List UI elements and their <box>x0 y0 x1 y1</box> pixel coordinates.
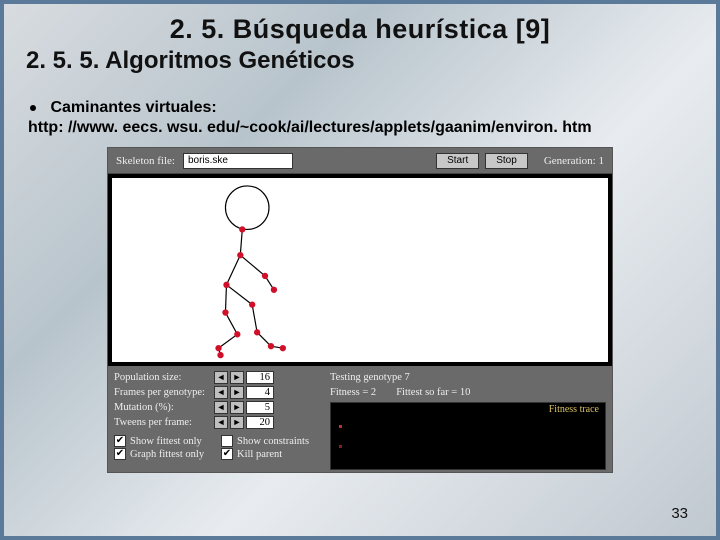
param-value: 20 <box>246 416 274 429</box>
checkbox[interactable]: ✔ <box>221 448 233 460</box>
bullet-text: Caminantes virtuales: <box>50 99 216 116</box>
param-row: Population size:◄►16 <box>114 370 324 385</box>
status-row-1: Testing genotype 7 <box>330 370 606 385</box>
decrement-button[interactable]: ◄ <box>214 371 228 384</box>
skeleton-file-input[interactable] <box>183 153 293 169</box>
generation-label: Generation: 1 <box>544 155 604 167</box>
slide-title: 2. 5. Búsqueda heurística [9] <box>22 14 698 45</box>
parameters-column: Population size:◄►16Frames per genotype:… <box>114 370 324 470</box>
param-row: Frames per genotype:◄►4 <box>114 385 324 400</box>
checkbox-label: Show fittest only <box>130 436 202 447</box>
applet-toolbar: Skeleton file: Start Stop Generation: 1 <box>108 148 612 174</box>
checkbox-row: ✔ Show fittest only <box>114 435 217 447</box>
fitness-trace-box: Fitness trace <box>330 402 606 470</box>
checkbox-row: Show constraints <box>221 435 324 447</box>
simulation-canvas <box>112 178 608 362</box>
status-row-2: Fitness = 2 Fittest so far = 10 <box>330 385 606 400</box>
checkbox-label: Kill parent <box>237 449 282 460</box>
param-value: 16 <box>246 371 274 384</box>
fitness-label: Fitness = 2 <box>330 387 376 398</box>
param-label: Mutation (%): <box>114 402 212 413</box>
fitness-trace-title: Fitness trace <box>549 404 599 415</box>
applet-window: Skeleton file: Start Stop Generation: 1 … <box>107 147 613 473</box>
status-column: Testing genotype 7 Fitness = 2 Fittest s… <box>330 370 606 470</box>
bullet-icon <box>30 105 36 111</box>
skeleton-file-label: Skeleton file: <box>116 155 175 167</box>
increment-button[interactable]: ► <box>230 416 244 429</box>
checkbox-row: ✔ Kill parent <box>221 448 324 460</box>
start-button[interactable]: Start <box>436 153 479 169</box>
control-panel: Population size:◄►16Frames per genotype:… <box>108 366 612 472</box>
fittest-label: Fittest so far = 10 <box>396 387 470 398</box>
increment-button[interactable]: ► <box>230 371 244 384</box>
trace-point <box>339 445 342 448</box>
stick-figure <box>112 178 608 362</box>
param-label: Frames per genotype: <box>114 387 212 398</box>
slide-subtitle: 2. 5. 5. Algoritmos Genéticos <box>26 47 698 75</box>
param-value: 4 <box>246 386 274 399</box>
param-value: 5 <box>246 401 274 414</box>
testing-label: Testing genotype 7 <box>330 372 410 383</box>
checkbox[interactable]: ✔ <box>114 435 126 447</box>
param-label: Population size: <box>114 372 212 383</box>
decrement-button[interactable]: ◄ <box>214 416 228 429</box>
url-text: http: //www. eecs. wsu. edu/~cook/ai/lec… <box>28 119 698 137</box>
checkbox[interactable] <box>221 435 233 447</box>
param-label: Tweens per frame: <box>114 417 212 428</box>
decrement-button[interactable]: ◄ <box>214 401 228 414</box>
bullet-row: Caminantes virtuales: <box>30 99 698 117</box>
increment-button[interactable]: ► <box>230 386 244 399</box>
increment-button[interactable]: ► <box>230 401 244 414</box>
slide: 2. 5. Búsqueda heurística [9] 2. 5. 5. A… <box>0 0 720 540</box>
checkbox-grid: ✔ Show fittest only Show constraints ✔ Graph… <box>114 435 324 460</box>
stop-button[interactable]: Stop <box>485 153 528 169</box>
checkbox-label: Graph fittest only <box>130 449 204 460</box>
param-row: Tweens per frame:◄►20 <box>114 415 324 430</box>
checkbox-label: Show constraints <box>237 436 309 447</box>
checkbox-row: ✔ Graph fittest only <box>114 448 217 460</box>
page-number: 33 <box>671 505 688 522</box>
decrement-button[interactable]: ◄ <box>214 386 228 399</box>
param-row: Mutation (%):◄►5 <box>114 400 324 415</box>
trace-point <box>339 425 342 428</box>
checkbox[interactable]: ✔ <box>114 448 126 460</box>
